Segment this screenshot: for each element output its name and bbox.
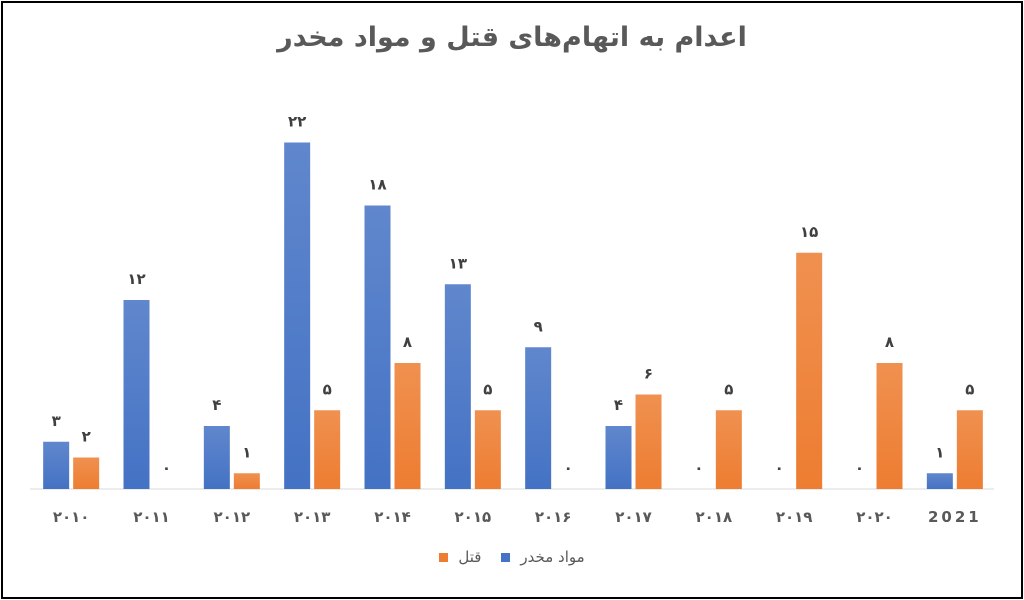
legend-swatch-qatl: [439, 552, 449, 562]
data-label-qatl-6: ۰: [564, 459, 573, 477]
x-tick-label-5: ۲۰۱۵: [455, 508, 492, 526]
data-label-mavad-mokhadder-7: ۴: [614, 396, 623, 414]
bar-qatl-2: [233, 473, 260, 489]
data-label-mavad-mokhadder-0: ۳: [52, 412, 61, 430]
x-tick-label-1: ۲۰۱۱: [133, 508, 170, 526]
x-tick-label-11: 2021: [928, 508, 982, 526]
x-tick-label-0: ۲۰۱۰: [53, 508, 90, 526]
data-label-qatl-7: ۶: [644, 365, 653, 383]
x-tick-label-10: ۲۰۲۰: [856, 508, 893, 526]
bar-qatl-4: [394, 363, 421, 489]
bar-qatl-10: [876, 363, 903, 489]
data-label-mavad-mokhadder-11: ۱: [935, 443, 944, 461]
data-label-qatl-2: ۱: [242, 443, 251, 461]
legend-label-mavad-mokhadder: مواد مخدر: [520, 548, 585, 566]
data-label-qatl-8: ۵: [724, 380, 733, 398]
legend-label-qatl: قتل: [458, 548, 482, 566]
bar-qatl-7: [635, 394, 662, 489]
bar-qatl-3: [314, 410, 341, 489]
data-label-mavad-mokhadder-9: ۰: [775, 459, 784, 477]
bar-mavad-mokhadder-2: [203, 426, 230, 489]
data-label-mavad-mokhadder-8: ۰: [694, 459, 703, 477]
bar-qatl-9: [796, 252, 823, 489]
x-tick-label-6: ۲۰۱۶: [535, 508, 572, 526]
legend-swatch-mavad-mokhadder: [501, 552, 511, 562]
bar-mavad-mokhadder-0: [43, 441, 70, 489]
bar-qatl-5: [474, 410, 501, 489]
data-label-mavad-mokhadder-10: ۰: [855, 459, 864, 477]
data-label-qatl-5: ۵: [483, 380, 492, 398]
chart-title: اعدام به اتهام‌های قتل و مواد مخدر: [277, 22, 747, 53]
data-label-mavad-mokhadder-1: ۱۲: [127, 270, 145, 288]
bar-qatl-8: [715, 410, 742, 489]
x-tick-label-9: ۲۰۱۹: [776, 508, 813, 526]
x-tick-label-3: ۲۰۱۳: [294, 508, 331, 526]
legend-item-qatl: قتل: [439, 548, 481, 566]
x-tick-label-4: ۲۰۱۴: [374, 508, 411, 526]
data-label-mavad-mokhadder-4: ۱۸: [368, 176, 386, 194]
bar-mavad-mokhadder-7: [605, 426, 632, 489]
data-label-qatl-1: ۰: [162, 459, 171, 477]
bar-qatl-0: [73, 457, 100, 489]
bar-mavad-mokhadder-11: [926, 473, 953, 489]
data-label-mavad-mokhadder-3: ۲۲: [288, 113, 306, 131]
data-label-mavad-mokhadder-6: ۹: [534, 317, 543, 335]
data-label-qatl-0: ۲: [82, 428, 91, 446]
legend-item-mavad-mokhadder: مواد مخدر: [501, 548, 585, 566]
legend: قتل مواد مخدر: [0, 548, 1024, 566]
bar-mavad-mokhadder-1: [123, 300, 150, 489]
bar-mavad-mokhadder-3: [284, 142, 311, 489]
data-label-qatl-9: ۱۵: [800, 223, 818, 241]
data-label-qatl-3: ۵: [323, 380, 332, 398]
data-label-qatl-4: ۸: [403, 333, 412, 351]
x-tick-label-7: ۲۰۱۷: [615, 508, 652, 526]
bar-mavad-mokhadder-6: [525, 347, 552, 489]
bar-mavad-mokhadder-5: [444, 284, 471, 489]
data-label-mavad-mokhadder-5: ۱۳: [449, 254, 467, 272]
data-label-qatl-10: ۸: [885, 333, 894, 351]
data-label-qatl-11: ۵: [965, 380, 974, 398]
bar-mavad-mokhadder-4: [364, 205, 391, 489]
data-label-mavad-mokhadder-2: ۴: [212, 396, 221, 414]
x-tick-label-8: ۲۰۱۸: [696, 508, 733, 526]
x-tick-label-2: ۲۰۱۲: [214, 508, 251, 526]
bar-qatl-11: [956, 410, 983, 489]
